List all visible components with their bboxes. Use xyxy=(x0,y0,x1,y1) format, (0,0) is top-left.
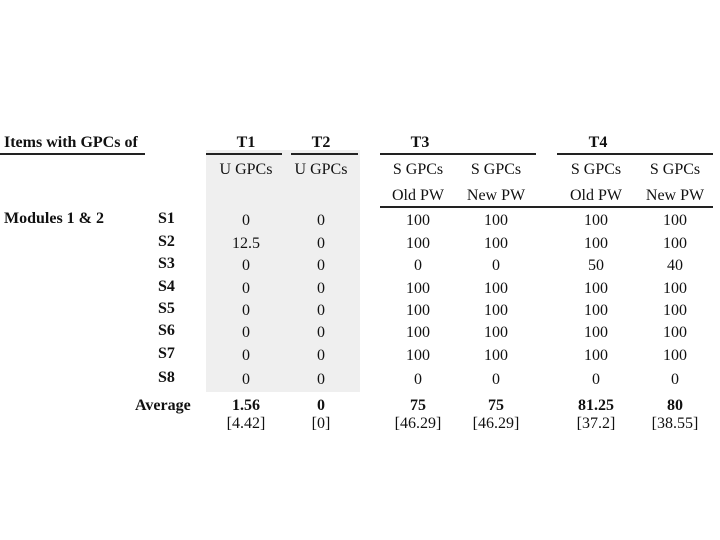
row-label: S4 xyxy=(158,278,175,295)
table-cell: 100 xyxy=(663,235,687,252)
table-cell: 0 xyxy=(242,280,250,297)
table-cell: 0 xyxy=(414,371,422,388)
table-cell: 100 xyxy=(663,212,687,229)
average-value: 1.56 xyxy=(232,397,260,414)
header-rule xyxy=(557,153,713,155)
table-cell: 100 xyxy=(484,302,508,319)
group-header-t3: T3 xyxy=(410,134,430,151)
table-cell: 0 xyxy=(242,347,250,364)
table-cell: 50 xyxy=(588,257,604,274)
table-cell: 0 xyxy=(242,257,250,274)
table-cell: 100 xyxy=(584,235,608,252)
table-cell: 0 xyxy=(414,257,422,274)
table-cell: 100 xyxy=(584,212,608,229)
table-cell: 100 xyxy=(406,302,430,319)
column-subheader-line2: New PW xyxy=(645,187,705,204)
row-label: S7 xyxy=(158,345,175,362)
table-cell: 100 xyxy=(406,347,430,364)
row-header-label: Items with GPCs of xyxy=(4,134,138,151)
table-cell: 100 xyxy=(584,302,608,319)
section-label: Modules 1 & 2 xyxy=(4,210,104,227)
table-cell: 0 xyxy=(317,280,325,297)
row-label: S3 xyxy=(158,255,175,272)
average-sd: [37.2] xyxy=(576,415,616,432)
table-cell: 0 xyxy=(317,235,325,252)
column-subheader: S GPCs xyxy=(392,161,444,178)
header-rule xyxy=(380,153,536,155)
average-value: 75 xyxy=(410,397,426,414)
table-cell: 100 xyxy=(584,324,608,341)
header-rule xyxy=(380,206,713,208)
table-cell: 100 xyxy=(584,347,608,364)
header-rule xyxy=(206,153,282,155)
table-cell: 0 xyxy=(317,257,325,274)
table-cell: 100 xyxy=(663,280,687,297)
table-cell: 0 xyxy=(242,324,250,341)
table-cell: 100 xyxy=(484,212,508,229)
average-value: 80 xyxy=(667,397,683,414)
row-label: S2 xyxy=(158,233,175,250)
table-cell: 100 xyxy=(406,280,430,297)
table-cell: 100 xyxy=(484,324,508,341)
average-sd: [0] xyxy=(311,415,331,432)
row-label: S5 xyxy=(158,300,175,317)
column-subheader: S GPCs xyxy=(570,161,622,178)
table-cell: 100 xyxy=(484,235,508,252)
table-cell: 0 xyxy=(242,302,250,319)
average-sd: [46.29] xyxy=(472,415,520,432)
table-cell: 100 xyxy=(484,347,508,364)
group-header-t2: T2 xyxy=(311,134,331,151)
table-cell: 100 xyxy=(406,324,430,341)
table-cell: 100 xyxy=(406,212,430,229)
average-value: 0 xyxy=(317,397,325,414)
table-cell: 0 xyxy=(317,212,325,229)
row-label: S6 xyxy=(158,322,175,339)
table-cell: 0 xyxy=(592,371,600,388)
group-header-t1: T1 xyxy=(236,134,256,151)
row-label: S1 xyxy=(158,210,175,227)
column-subheader: U GPCs xyxy=(294,161,348,178)
average-sd: [38.55] xyxy=(651,415,699,432)
column-subheader-line2: New PW xyxy=(466,187,526,204)
table-cell: 0 xyxy=(671,371,679,388)
table-cell: 100 xyxy=(663,347,687,364)
table-cell: 0 xyxy=(317,302,325,319)
table-cell: 100 xyxy=(663,302,687,319)
column-subheader-line2: Old PW xyxy=(570,187,622,204)
table-cell: 0 xyxy=(492,371,500,388)
average-sd: [4.42] xyxy=(226,415,266,432)
average-value: 75 xyxy=(488,397,504,414)
table-cell: 0 xyxy=(317,324,325,341)
group-header-t4: T4 xyxy=(588,134,608,151)
header-rule xyxy=(0,153,145,155)
header-rule xyxy=(291,153,358,155)
table-cell: 100 xyxy=(663,324,687,341)
column-subheader: S GPCs xyxy=(470,161,522,178)
shaded-columns-background xyxy=(206,150,360,392)
table-cell: 40 xyxy=(667,257,683,274)
column-subheader: S GPCs xyxy=(649,161,701,178)
average-sd: [46.29] xyxy=(394,415,442,432)
table-cell: 0 xyxy=(317,371,325,388)
column-subheader: U GPCs xyxy=(219,161,273,178)
table-cell: 0 xyxy=(242,212,250,229)
table-cell: 0 xyxy=(242,371,250,388)
table-cell: 100 xyxy=(406,235,430,252)
table-cell: 100 xyxy=(484,280,508,297)
table-cell: 12.5 xyxy=(232,235,260,252)
column-subheader-line2: Old PW xyxy=(392,187,444,204)
average-label: Average xyxy=(135,397,191,414)
table-cell: 100 xyxy=(584,280,608,297)
average-value: 81.25 xyxy=(578,397,614,414)
table-cell: 0 xyxy=(317,347,325,364)
table-cell: 0 xyxy=(492,257,500,274)
row-label: S8 xyxy=(158,369,175,386)
